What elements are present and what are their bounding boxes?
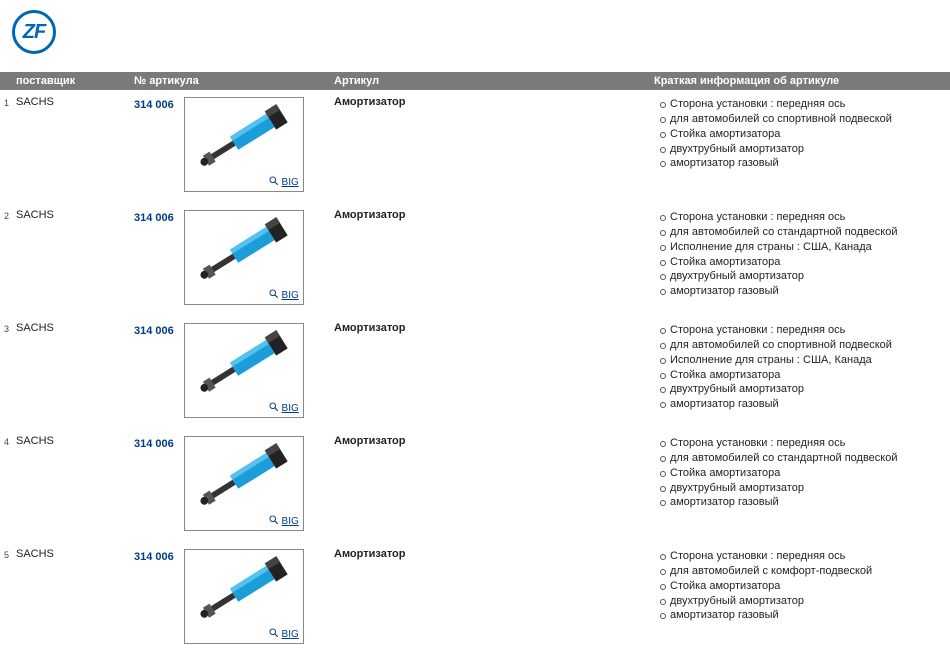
article-number-link[interactable]: 314 006 [134,436,174,450]
enlarge-link[interactable]: BIG [185,402,303,417]
row-index: 3 [0,320,12,337]
row-index: 4 [0,433,12,450]
logo-bar: ZF [0,0,950,72]
row-index: 5 [0,546,12,563]
info-item: амортизатор газовый [658,156,946,171]
thumbnail[interactable]: BIG [184,549,304,644]
row-index: 2 [0,207,12,224]
info-item: для автомобилей со стандартной подвеской [658,451,946,466]
thumbnail[interactable]: BIG [184,436,304,531]
supplier-name: SACHS [12,94,130,111]
product-image [185,550,303,628]
article-info: Сторона установки : передняя осьдля авто… [650,207,950,302]
info-item: для автомобилей с комфорт-подвеской [658,564,946,579]
info-item: Сторона установки : передняя ось [658,436,946,451]
info-item: для автомобилей со стандартной подвеской [658,225,946,240]
header-supplier: поставщик [12,72,130,90]
article-info: Сторона установки : передняя осьдля авто… [650,433,950,513]
zf-logo: ZF [12,10,56,54]
enlarge-link[interactable]: BIG [185,628,303,643]
info-item: Сторона установки : передняя ось [658,549,946,564]
big-label: BIG [282,290,299,301]
info-item: Сторона установки : передняя ось [658,323,946,338]
article-info: Сторона установки : передняя осьдля авто… [650,546,950,626]
magnifier-icon [269,628,279,641]
info-item: двухтрубный амортизатор [658,269,946,284]
magnifier-icon [269,176,279,189]
header-article-no: № артикула [130,72,330,90]
table-row: 1 SACHS 314 006 BIG Амортизатор [0,90,950,203]
magnifier-icon [269,515,279,528]
info-item: двухтрубный амортизатор [658,382,946,397]
header-index [0,72,12,90]
supplier-name: SACHS [12,546,130,563]
info-item: амортизатор газовый [658,284,946,299]
product-image [185,211,303,289]
table-row: 2 SACHS 314 006 BIG Амортизатор [0,203,950,316]
info-item: Стойка амортизатора [658,127,946,142]
big-label: BIG [282,403,299,414]
table-row: 5 SACHS 314 006 BIG Амортизатор [0,542,950,655]
info-item: двухтрубный амортизатор [658,142,946,157]
info-item: для автомобилей со спортивной подвеской [658,112,946,127]
info-item: амортизатор газовый [658,397,946,412]
enlarge-link[interactable]: BIG [185,515,303,530]
info-item: Стойка амортизатора [658,368,946,383]
article-name: Амортизатор [330,207,650,224]
info-item: для автомобилей со спортивной подвеской [658,338,946,353]
article-number-link[interactable]: 314 006 [134,549,174,563]
article-name: Амортизатор [330,94,650,111]
table-row: 4 SACHS 314 006 BIG Амортизатор [0,429,950,542]
header-info: Краткая информация об артикуле [650,72,950,90]
thumbnail[interactable]: BIG [184,97,304,192]
header-article: Артикул [330,72,650,90]
product-image [185,98,303,176]
info-item: Исполнение для страны : США, Канада [658,353,946,368]
supplier-name: SACHS [12,207,130,224]
thumbnail[interactable]: BIG [184,210,304,305]
article-name: Амортизатор [330,546,650,563]
table-row: 3 SACHS 314 006 BIG Амортизатор [0,316,950,429]
info-item: двухтрубный амортизатор [658,594,946,609]
enlarge-link[interactable]: BIG [185,176,303,191]
table-header: поставщик № артикула Артикул Краткая инф… [0,72,950,90]
supplier-name: SACHS [12,433,130,450]
magnifier-icon [269,402,279,415]
big-label: BIG [282,629,299,640]
thumbnail[interactable]: BIG [184,323,304,418]
info-item: Стойка амортизатора [658,255,946,270]
article-name: Амортизатор [330,433,650,450]
big-label: BIG [282,177,299,188]
info-item: Стойка амортизатора [658,579,946,594]
info-item: Стойка амортизатора [658,466,946,481]
row-index: 1 [0,94,12,111]
magnifier-icon [269,289,279,302]
big-label: BIG [282,516,299,527]
info-item: амортизатор газовый [658,495,946,510]
info-item: двухтрубный амортизатор [658,481,946,496]
article-info: Сторона установки : передняя осьдля авто… [650,320,950,415]
product-image [185,437,303,515]
info-item: амортизатор газовый [658,608,946,623]
article-number-link[interactable]: 314 006 [134,323,174,337]
article-number-link[interactable]: 314 006 [134,97,174,111]
table-body: 1 SACHS 314 006 BIG Амортизатор [0,90,950,655]
article-number-link[interactable]: 314 006 [134,210,174,224]
article-info: Сторона установки : передняя осьдля авто… [650,94,950,174]
logo-text: ZF [23,21,45,44]
supplier-name: SACHS [12,320,130,337]
article-name: Амортизатор [330,320,650,337]
info-item: Исполнение для страны : США, Канада [658,240,946,255]
info-item: Сторона установки : передняя ось [658,97,946,112]
info-item: Сторона установки : передняя ось [658,210,946,225]
enlarge-link[interactable]: BIG [185,289,303,304]
product-image [185,324,303,402]
